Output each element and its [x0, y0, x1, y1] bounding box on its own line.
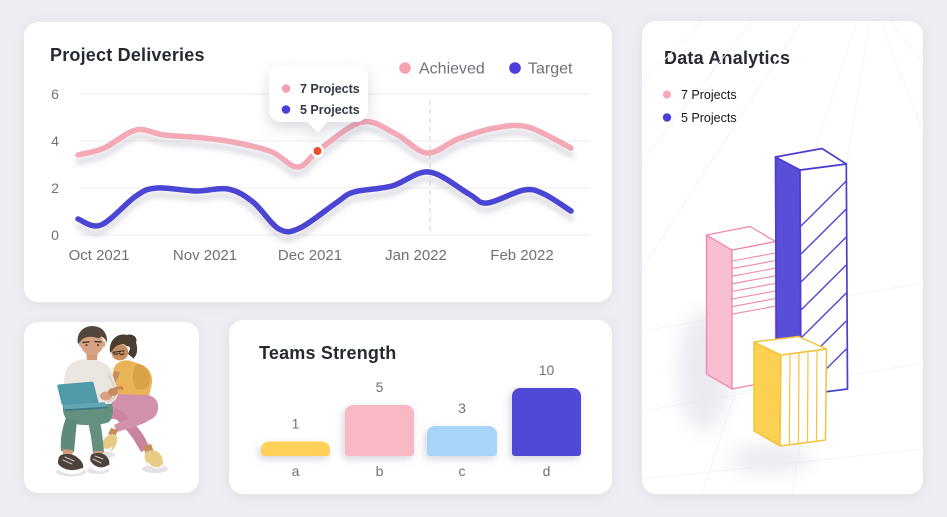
svg-text:4: 4	[51, 133, 59, 149]
svg-text:Target: Target	[528, 61, 573, 78]
svg-text:Dec 2021: Dec 2021	[278, 247, 342, 264]
svg-text:Jan 2022: Jan 2022	[385, 247, 447, 264]
svg-text:1: 1	[292, 416, 300, 432]
svg-text:d: d	[543, 463, 551, 479]
svg-text:c: c	[459, 463, 466, 479]
svg-text:2: 2	[51, 180, 59, 196]
svg-text:a: a	[292, 463, 300, 479]
svg-text:6: 6	[51, 86, 59, 102]
svg-text:5: 5	[376, 379, 384, 395]
svg-text:Oct 2021: Oct 2021	[69, 247, 130, 264]
svg-text:Nov 2021: Nov 2021	[173, 247, 237, 264]
svg-text:3: 3	[458, 400, 466, 416]
svg-text:5 Projects: 5 Projects	[681, 111, 737, 125]
svg-text:Achieved: Achieved	[419, 61, 485, 78]
svg-text:10: 10	[539, 362, 555, 378]
svg-text:Feb 2022: Feb 2022	[490, 247, 553, 264]
svg-text:7 Projects: 7 Projects	[300, 82, 360, 96]
svg-text:0: 0	[51, 227, 59, 243]
svg-text:7 Projects: 7 Projects	[681, 88, 737, 102]
svg-text:5 Projects: 5 Projects	[300, 103, 360, 117]
svg-text:b: b	[376, 463, 384, 479]
